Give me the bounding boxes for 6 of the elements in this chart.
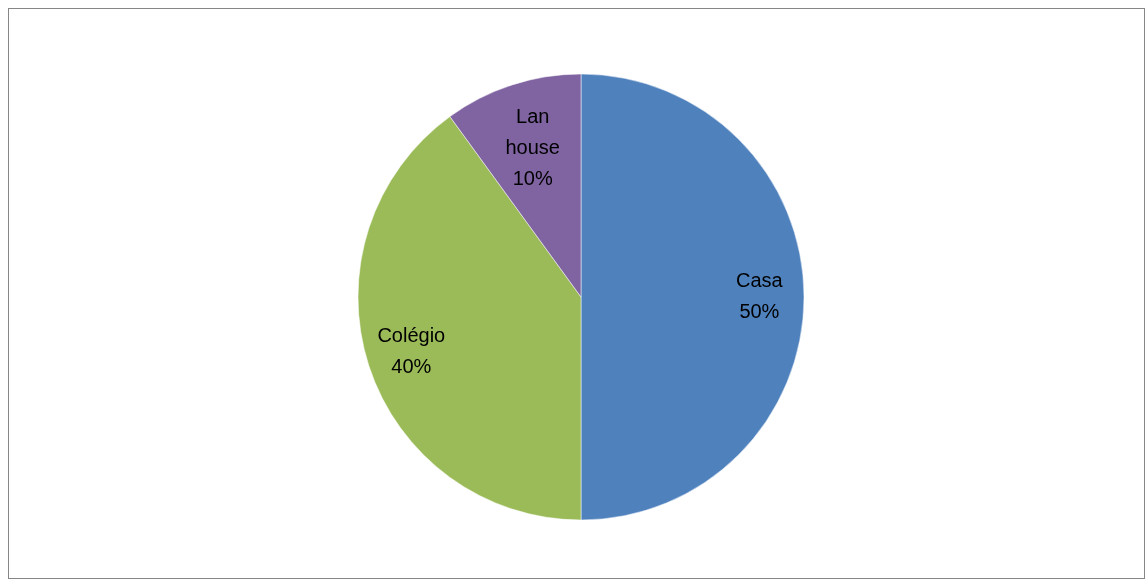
data-label: 40% xyxy=(391,354,432,377)
slice-label: Lan house xyxy=(505,104,561,158)
data-label: 50% xyxy=(739,299,780,322)
slice-label: Colégio xyxy=(377,323,446,346)
data-label: 10% xyxy=(512,166,553,189)
slice-label: Casa xyxy=(736,268,784,291)
